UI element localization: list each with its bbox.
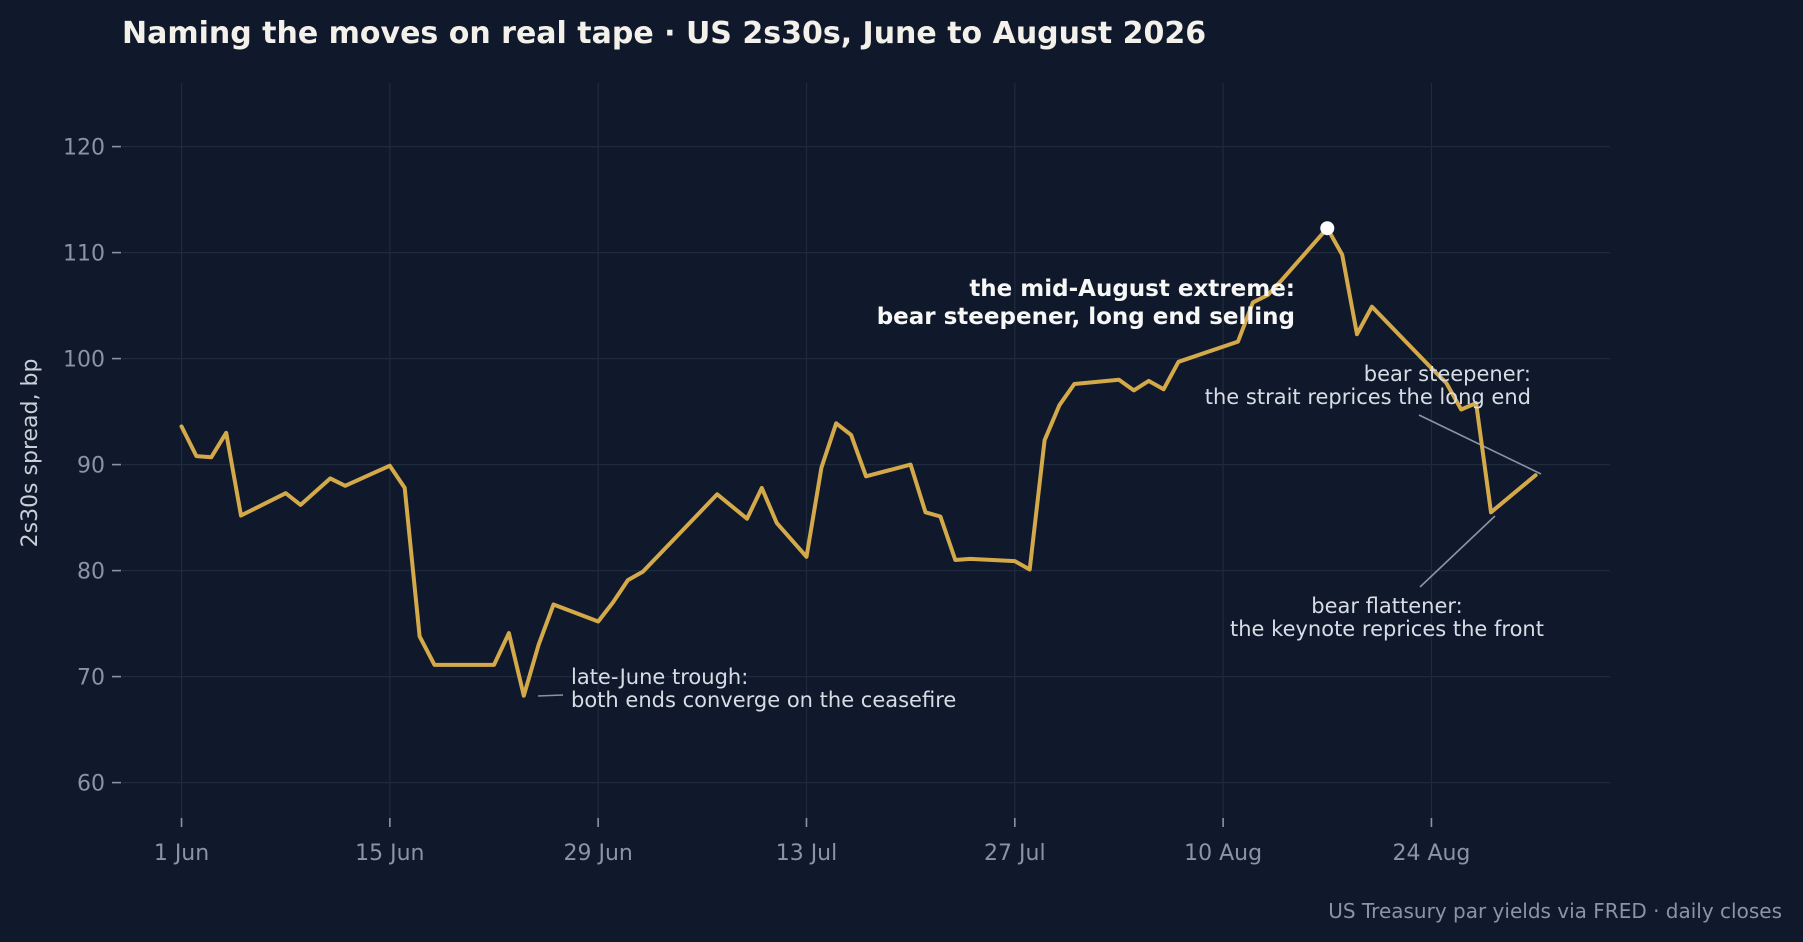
annotation-steepener-line2: the strait reprices the long end [1205, 385, 1531, 409]
y-tick-label: 60 [77, 772, 105, 797]
annotation-steepener-line1: bear steepener: [1364, 362, 1531, 386]
annotation-flattener-line2: the keynote reprices the front [1230, 617, 1544, 641]
x-tick-label: 13 Jul [776, 841, 838, 866]
leader-lines [537, 414, 1542, 697]
x-tick-label: 10 Aug [1184, 841, 1262, 866]
y-tick-label: 110 [63, 242, 105, 267]
chart-title: Naming the moves on real tape · US 2s30s… [122, 16, 1206, 51]
y-tick-label: 90 [77, 454, 105, 479]
x-tick-label: 15 Jun [355, 841, 424, 866]
series-layer [179, 221, 1538, 698]
y-axis-label: 2s30s spread, bp [18, 359, 43, 548]
annotation-flattener-line1: bear flattener: [1311, 594, 1462, 618]
grid-layer [122, 83, 1610, 825]
trough-leader-line [537, 694, 564, 697]
flattener-leader-line [1419, 515, 1496, 588]
x-tick-label: 27 Jul [984, 841, 1046, 866]
y-tick-label: 120 [63, 136, 105, 161]
annotation-trough-line1: late-June trough: [571, 665, 748, 689]
axis-layer: 60 70 80 90 100 110 120 1 Jun 15 Jun 29 Jun 13 Jul… [63, 136, 1470, 866]
y-tick-label: 70 [77, 666, 105, 691]
x-tick-label: 24 Aug [1392, 841, 1470, 866]
annotations: late-June trough: both ends converge on … [571, 276, 1544, 712]
annotation-extreme-line2: bear steepener, long end selling [877, 304, 1295, 330]
annotation-extreme-line1: the mid-August extreme: [969, 276, 1295, 302]
spread-series-line [179, 226, 1538, 698]
peak-marker [1320, 221, 1335, 236]
source-note: US Treasury par yields via FRED · daily … [1328, 899, 1782, 923]
annotation-trough-line2: both ends converge on the ceasefire [571, 688, 956, 712]
y-tick-label: 100 [63, 348, 105, 373]
x-tick-label: 29 Jun [563, 841, 632, 866]
y-tick-label: 80 [77, 560, 105, 585]
x-tick-label: 1 Jun [154, 841, 209, 866]
